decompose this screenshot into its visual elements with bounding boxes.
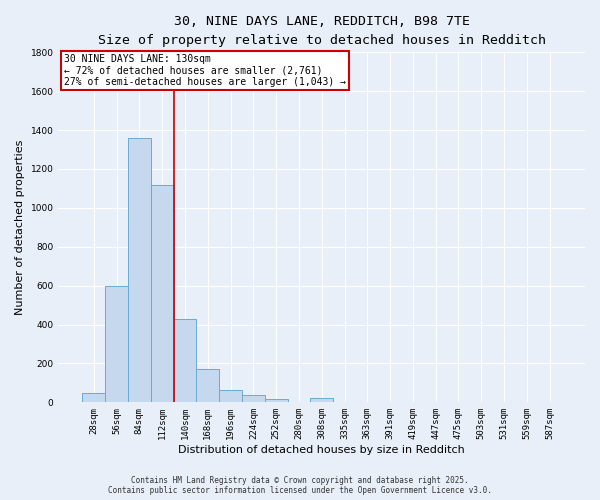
Bar bbox=[151, 184, 173, 402]
Bar bbox=[310, 398, 333, 402]
Title: 30, NINE DAYS LANE, REDDITCH, B98 7TE
Size of property relative to detached hous: 30, NINE DAYS LANE, REDDITCH, B98 7TE Si… bbox=[98, 15, 546, 47]
Text: 30 NINE DAYS LANE: 130sqm
← 72% of detached houses are smaller (2,761)
27% of se: 30 NINE DAYS LANE: 130sqm ← 72% of detac… bbox=[64, 54, 346, 88]
X-axis label: Distribution of detached houses by size in Redditch: Distribution of detached houses by size … bbox=[178, 445, 465, 455]
Bar bbox=[196, 370, 219, 402]
Bar bbox=[82, 392, 105, 402]
Bar bbox=[242, 394, 265, 402]
Bar bbox=[265, 400, 287, 402]
Text: Contains HM Land Registry data © Crown copyright and database right 2025.
Contai: Contains HM Land Registry data © Crown c… bbox=[108, 476, 492, 495]
Bar bbox=[219, 390, 242, 402]
Bar bbox=[128, 138, 151, 402]
Bar bbox=[105, 286, 128, 403]
Bar bbox=[173, 318, 196, 402]
Y-axis label: Number of detached properties: Number of detached properties bbox=[15, 140, 25, 315]
